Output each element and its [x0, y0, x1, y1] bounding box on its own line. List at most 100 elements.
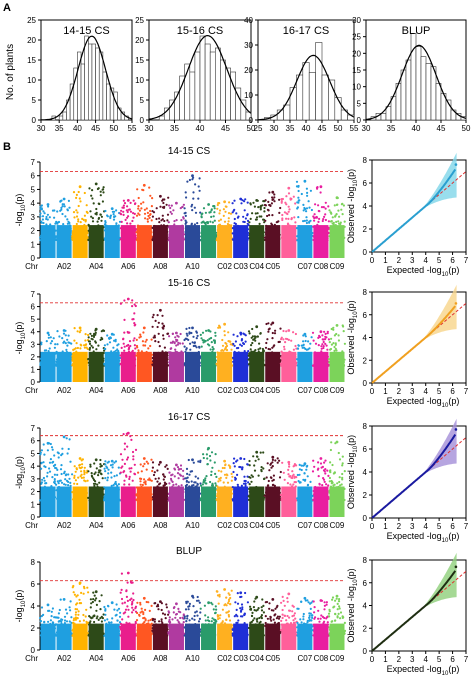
y-tick-label: 6 [31, 580, 36, 589]
histogram-bar [420, 56, 427, 121]
peak-point [223, 322, 227, 326]
snp-point [247, 350, 250, 353]
snp-point [182, 478, 185, 481]
snp-point [123, 442, 126, 445]
snp-point [129, 201, 132, 204]
snp-point [143, 212, 147, 215]
snp-point [87, 333, 90, 337]
snp-point [179, 342, 182, 345]
snp-point [280, 338, 283, 341]
snp-point [142, 612, 145, 616]
snp-point [208, 454, 212, 458]
snp-point [128, 346, 131, 349]
snp-point [61, 452, 64, 455]
snp-point [263, 206, 266, 210]
snp-point [271, 214, 274, 217]
snp-point [321, 343, 324, 346]
chromosome-label: A08 [153, 521, 168, 530]
y-tick-label: 6 [31, 437, 36, 446]
snp-point [333, 483, 336, 486]
snp-point [94, 333, 97, 336]
snp-point [305, 221, 308, 225]
snp-point [243, 457, 246, 461]
snp-point [91, 600, 94, 604]
peak-point [159, 308, 162, 312]
snp-point [227, 331, 230, 334]
snp-point [236, 459, 239, 462]
snp-point [65, 620, 69, 623]
peak-point [78, 457, 82, 460]
snp-point [206, 222, 209, 225]
snp-point [83, 471, 86, 474]
snp-point [286, 222, 290, 225]
snp-point [126, 216, 129, 219]
snp-point [222, 349, 225, 352]
snp-point [52, 621, 55, 624]
snp-point [80, 476, 83, 479]
snp-point [153, 336, 156, 339]
y-tick-label: 0 [31, 513, 36, 522]
snp-point [91, 217, 94, 220]
snp-point [76, 608, 79, 611]
chromosome-block [56, 225, 72, 258]
snp-point [269, 462, 273, 465]
snp-point [135, 619, 139, 622]
chromosome-block [168, 351, 184, 382]
snp-point [242, 220, 245, 223]
snp-point [46, 218, 49, 221]
histogram-bar [245, 111, 252, 121]
snp-point [325, 344, 328, 347]
panel-label-a: A [3, 2, 11, 14]
snp-point [291, 470, 294, 473]
snp-point [231, 475, 234, 478]
snp-point [259, 206, 262, 209]
snp-point [56, 473, 59, 476]
snp-point [40, 615, 43, 618]
snp-point [234, 476, 237, 479]
snp-point [87, 591, 90, 594]
snp-point [84, 343, 87, 347]
snp-point [114, 614, 117, 617]
snp-point [305, 468, 308, 471]
chromosome-label: A06 [121, 521, 136, 530]
snp-point [305, 216, 308, 219]
snp-point [322, 345, 325, 348]
snp-point [276, 220, 279, 223]
snp-point [218, 477, 221, 480]
snp-point [40, 467, 43, 470]
y-tick-label: 0 [31, 254, 36, 263]
chromosome-block [152, 486, 168, 517]
chromosome-block [136, 225, 152, 258]
x-tick-label: 45 [318, 124, 327, 133]
peak-point [126, 297, 130, 301]
snp-point [132, 592, 135, 595]
snp-point [65, 348, 68, 351]
snp-point [99, 338, 102, 341]
snp-point [130, 438, 133, 441]
peak-point [94, 590, 98, 594]
snp-point [217, 202, 220, 205]
chromosome-block [233, 225, 249, 258]
snp-point [39, 620, 42, 623]
peak-point [271, 455, 275, 459]
snp-point [244, 340, 247, 343]
snp-point [57, 220, 61, 224]
x-tick-label: 50 [109, 124, 118, 133]
snp-point [266, 214, 269, 218]
snp-point [48, 216, 51, 219]
chromosome-label: C08 [314, 521, 329, 530]
snp-point [224, 210, 227, 213]
snp-point [85, 210, 88, 213]
chromosome-label: C09 [330, 521, 345, 530]
snp-point [123, 479, 126, 482]
snp-point [256, 212, 259, 215]
snp-point [96, 615, 99, 618]
snp-point [122, 433, 125, 436]
snp-point [323, 215, 326, 218]
snp-point [175, 219, 178, 222]
snp-point [40, 481, 44, 484]
snp-point [151, 461, 155, 464]
histogram-bar [308, 72, 316, 121]
snp-point [317, 209, 320, 213]
snp-point [196, 222, 199, 225]
